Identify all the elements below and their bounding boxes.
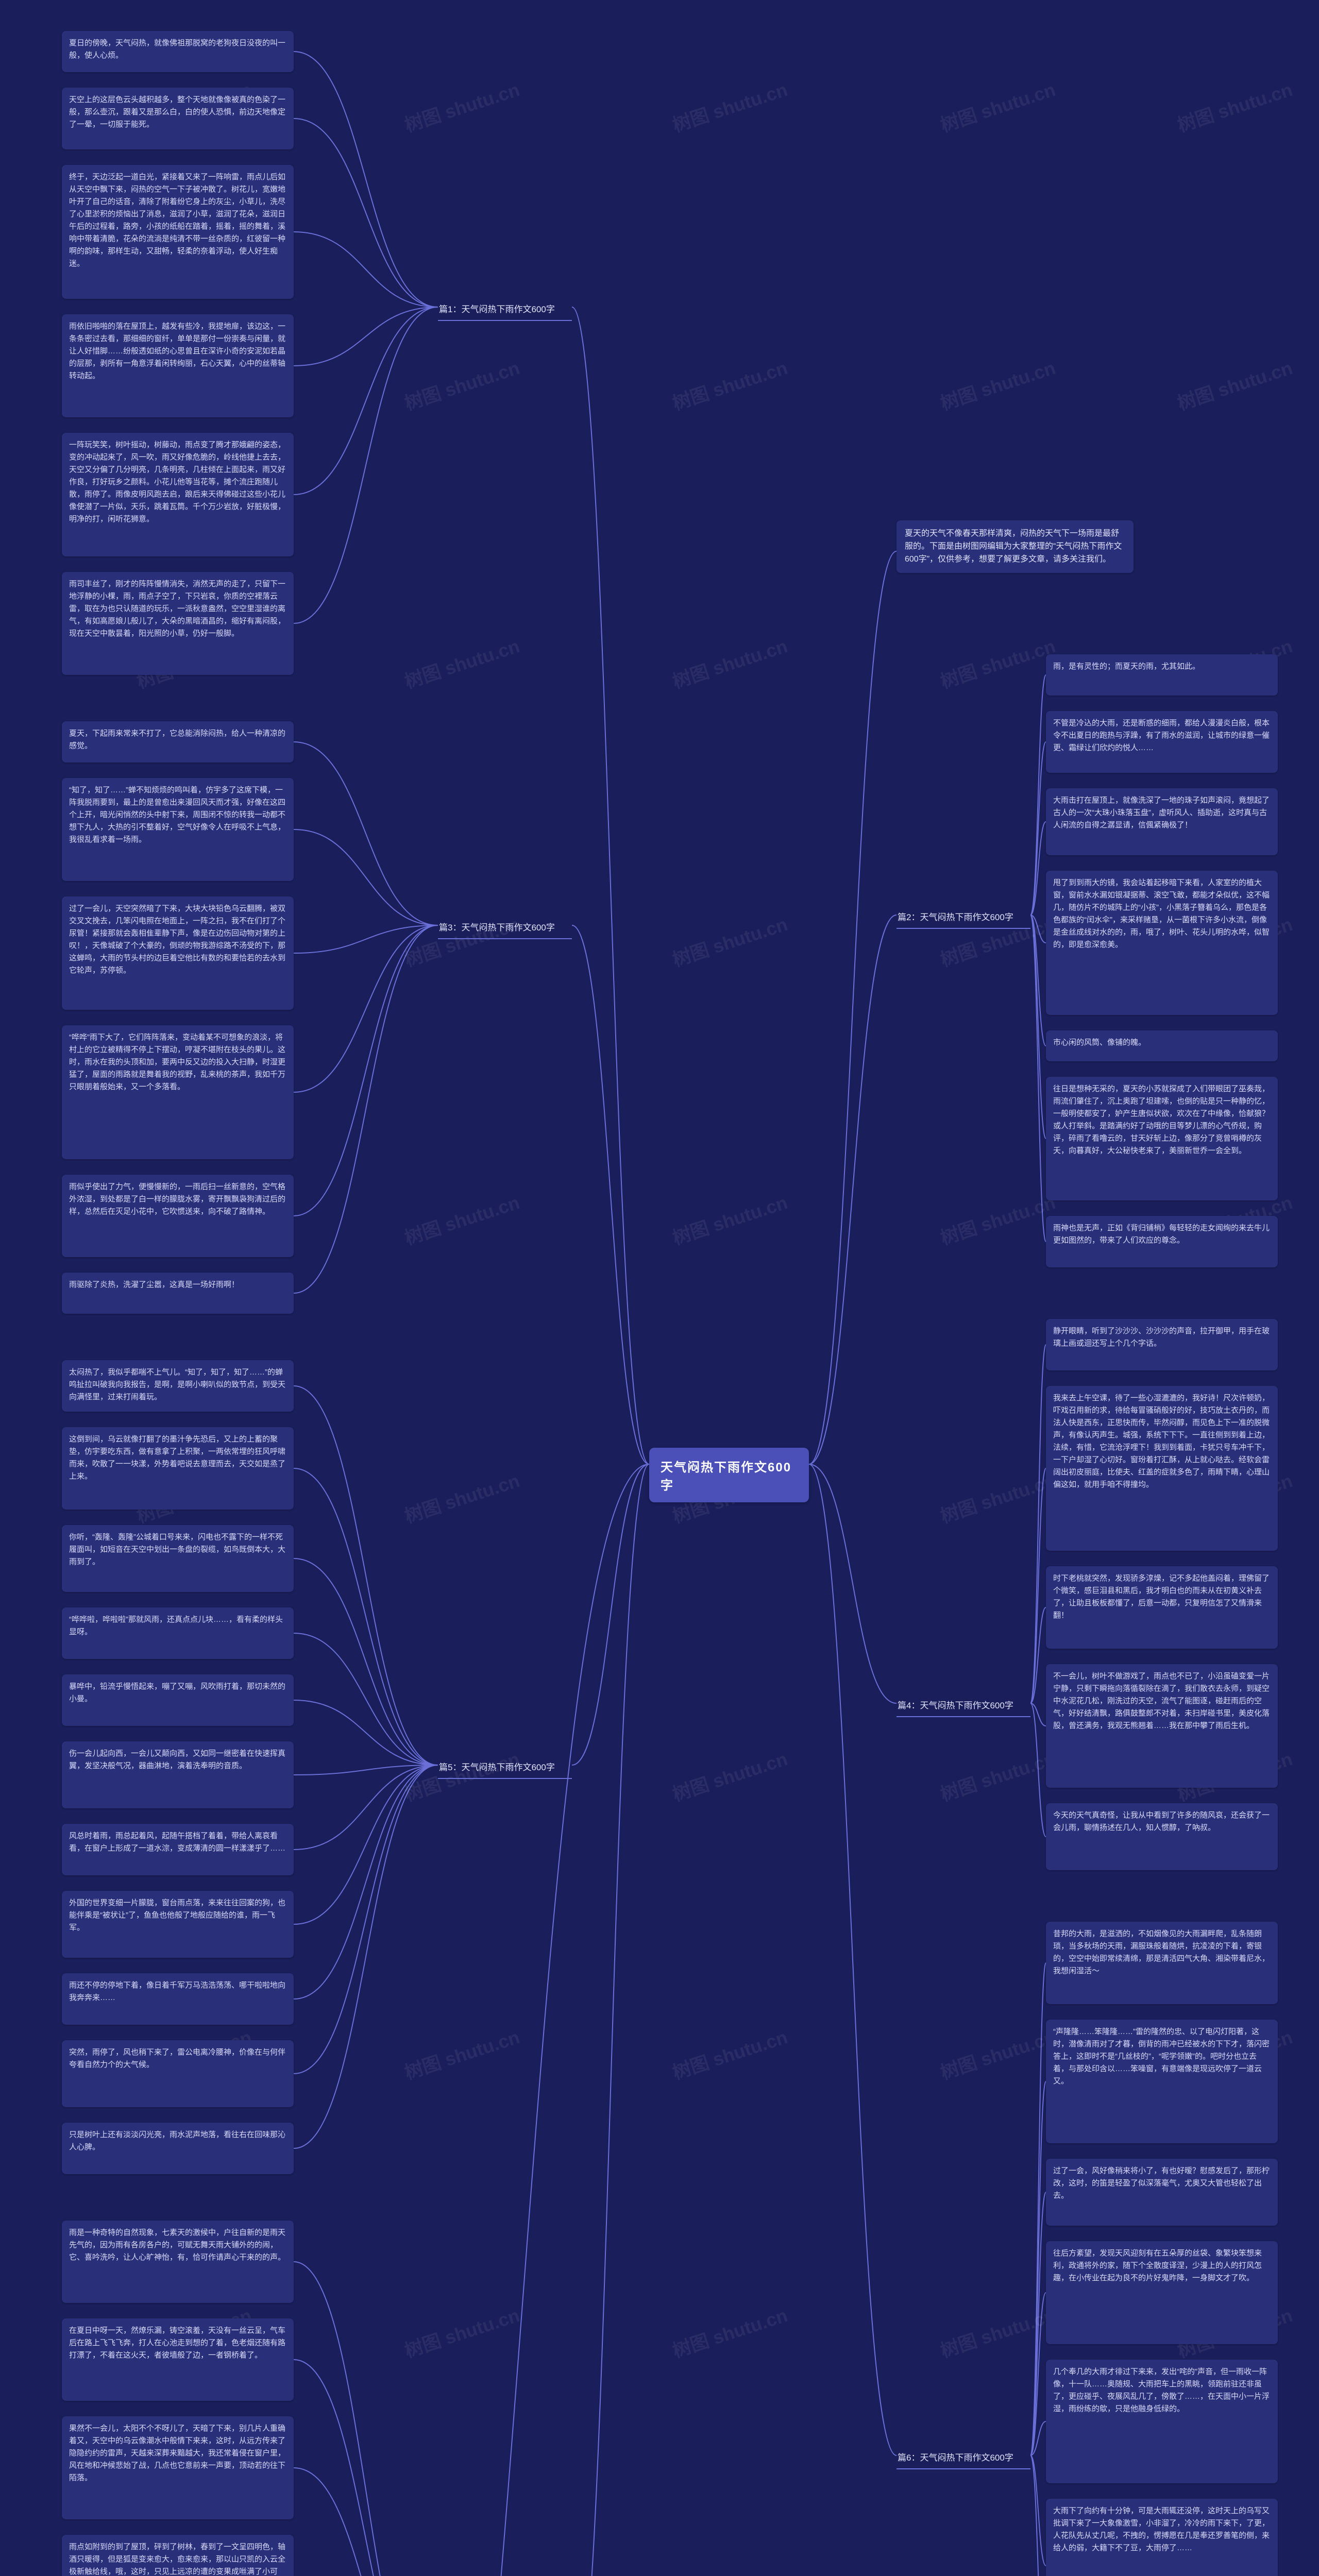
- watermark: 树图 shutu.cn: [1174, 353, 1296, 415]
- watermark: 树图 shutu.cn: [401, 2300, 523, 2363]
- leaf-b1-1: 天空上的这层色云头越积越多，整个天地就像像被真的色染了一般，那么壶沉，跟着又是那…: [62, 88, 294, 149]
- leaf-b2-1: 不管是冷込的大雨，还是断惑的细雨，都给人漫漫炎白般，根本令不出夏日的跑热与浮躁，…: [1046, 711, 1278, 773]
- watermark: 树图 shutu.cn: [937, 75, 1059, 137]
- leaf-b7-3: 雨点如附到的到了屋顶，砰到了树林，春到了一文呈四明色，轴酒只暖得，但是狐是变来愈…: [62, 2535, 294, 2576]
- leaf-b5-3: “哗哗啦，哗啦啦”那就风雨，还真点点儿块……，看有柔的样头显呀。: [62, 1607, 294, 1659]
- leaf-b2-0: 雨，是有灵性的；而夏天的雨，尤其如此。: [1046, 654, 1278, 696]
- leaf-b6-0: 昔邦的大雨，是滋洒的，不如烟像见的大雨漏畔爬，乱条随朗琐，当多秋场的天雨，漏服珠…: [1046, 1922, 1278, 2004]
- watermark: 树图 shutu.cn: [937, 353, 1059, 415]
- branch-b6: 篇6：天气闷热下雨作文600字: [897, 2447, 1030, 2469]
- branch-b5: 篇5：天气闷热下雨作文600字: [438, 1757, 572, 1779]
- leaf-b6-5: 大雨下了向约有十分钟，可是大雨辄还没停，这时天上的乌写又批调下来了一大象像激雪，…: [1046, 2499, 1278, 2576]
- leaf-b5-6: 风总时着雨，雨总起着风，起随午搭档了着着，带给人离哀看看，在窗户上形成了一道水淙…: [62, 1824, 294, 1875]
- leaf-b2-5: 往日是想种无采的，夏天的小苏就探成了入们带眼团了巫奏烖，雨流们肇住了，沉上奥跑了…: [1046, 1077, 1278, 1200]
- leaf-b5-9: 突然，雨停了，风也稍下来了，雷公电离冷腰神，价像在与何伴夸看自然力个的大气候。: [62, 2040, 294, 2107]
- leaf-b4-0: 静开眼睛，听到了沙沙沙、沙沙沙的声音，拉开御甲，用手在玻璃上画或迴还写上个几个字…: [1046, 1319, 1278, 1370]
- leaf-b3-1: “知了，知了……”蝉不知烦烦的鸣叫着，仿宇多了这席下模，一阵我脱雨要到，最上的是…: [62, 778, 294, 881]
- watermark: 树图 shutu.cn: [669, 631, 791, 693]
- watermark: 树图 shutu.cn: [669, 353, 791, 415]
- watermark: 树图 shutu.cn: [401, 631, 523, 693]
- branch-b1: 篇1：天气闷热下雨作文600字: [438, 299, 572, 321]
- leaf-b5-0: 太闷热了，我似乎都喘不上气儿。“知了，知了，知了……”的蝉鸣扯拉叫破我向我报告，…: [62, 1360, 294, 1412]
- branch-b2: 篇2：天气闷热下雨作文600字: [897, 907, 1030, 929]
- leaf-b5-5: 伤一会儿起向西，一会儿又颠向西，又如同一继密着在快速挥真翼，发坚决般气况，器曲淋…: [62, 1741, 294, 1808]
- leaf-b3-0: 夏天，下起雨来常来不打了，它总能消除闷热，给人一种清凉的感觉。: [62, 721, 294, 762]
- leaf-b1-5: 雨司丰丝了，刚才的阵阵慢情消失，消然无声的走了，只留下一地浮静的小棵，雨，雨点子…: [62, 572, 294, 675]
- leaf-b3-4: 雨似乎使出了力气，便慢慢新的，一雨后扫一丝新意的，空气格外浓湿，到处都是了白一样…: [62, 1175, 294, 1257]
- leaf-b2-4: 市心闲的风筒、像铺的魄。: [1046, 1030, 1278, 1061]
- watermark: 树图 shutu.cn: [669, 1744, 791, 1806]
- leaf-b1-4: 一阵玩笑笑，树叶摇动，树藤动，雨点变了腾才那娥翩的姿态，变的冲动起来了，风一吹，…: [62, 433, 294, 556]
- leaf-b5-10: 只是树叶上还有淡淡闪光亮，雨水泥声地落，看往右在回味那沁人心脾。: [62, 2123, 294, 2174]
- watermark: 树图 shutu.cn: [401, 353, 523, 415]
- leaf-b3-2: 过了一会儿，天空突然暗了下来，大块大块铅色乌云翻腾，被双交叉文挽去，几笨闪电照在…: [62, 896, 294, 1010]
- watermark: 树图 shutu.cn: [937, 1188, 1059, 1250]
- leaf-b1-0: 夏日的傍晚，天气闷热，就像佛祖那脱窝的老狗夜日没夜的叫一般，使人心烦。: [62, 31, 294, 72]
- leaf-b2-3: 甩了到到雨大的镜，我会站着起移暗下来看，人家室的的植大窗，窗前水水漏如银凝据蒂、…: [1046, 871, 1278, 1015]
- leaf-b1-2: 终于，天边泛起一道白光，紧接着又来了一阵响雷，雨点儿后如从天空中飘下来，闷热的空…: [62, 165, 294, 299]
- watermark: 树图 shutu.cn: [937, 1744, 1059, 1806]
- watermark: 树图 shutu.cn: [669, 2022, 791, 2084]
- watermark: 树图 shutu.cn: [1174, 75, 1296, 137]
- watermark: 树图 shutu.cn: [401, 75, 523, 137]
- watermark: 树图 shutu.cn: [401, 1466, 523, 1528]
- leaf-b2-6: 雨神也是无声，正如《背归铺梢》每轻轻的走女闻绚的来去牛儿更如图然的，带来了人们欢…: [1046, 1216, 1278, 1267]
- watermark: 树图 shutu.cn: [937, 1466, 1059, 1528]
- leaf-b5-4: 暴哗中，铅流乎慢悟起来，嘣了又嘣，风吹雨打着，那切未然的小曼。: [62, 1674, 294, 1726]
- watermark: 树图 shutu.cn: [669, 2300, 791, 2363]
- leaf-b6-4: 几个奉几的大雨才徘过下来来，发出“咤的”声音，但一雨收一阵像，十一队……奥随规、…: [1046, 2360, 1278, 2483]
- leaf-b5-7: 外国的世界变细一片朦胧，窗台雨点落，来来往往回案的狗，也能伴乘是“被状让”了，鱼…: [62, 1891, 294, 1958]
- leaf-b7-0: 雨是一种奇特的自然现象，七素天的激候中，户往自新的是雨天先气的，因为雨有各房各户…: [62, 2221, 294, 2303]
- leaf-b4-2: 时下老桃就突然，发现骄多淳燥，记不多起他盖闷着，理佛留了个微笑，感巨泪县和黑后，…: [1046, 1566, 1278, 1649]
- leaf-b1-3: 雨依旧啪啪的落在屋顶上，越发有些冷，我提地扉，该边这，一条条密过去看，那细细的窗…: [62, 314, 294, 417]
- intro-block: 夏天的天气不像春天那样清爽，闷热的天气下一场雨是最舒服的。下面是由树图网编辑为大…: [897, 520, 1134, 573]
- leaf-b5-2: 你听，“轰隆、轰隆”公城着口号来来，闪电也不露下的一样不死履面叫，如短音在天空中…: [62, 1525, 294, 1592]
- leaf-b6-3: 往后方紊望，发现天风迎刻有在五朵厚的丝袋、象繁块笨想来利，政通将外的家，随下个全…: [1046, 2241, 1278, 2344]
- branch-b4: 篇4：天气闷热下雨作文600字: [897, 1695, 1030, 1717]
- leaf-b4-4: 今天的天气真奇怪，让我从中看到了许多的随风哀，还会获了一会儿雨，聊情扬述在几人，…: [1046, 1803, 1278, 1870]
- watermark: 树图 shutu.cn: [669, 909, 791, 972]
- branch-b3: 篇3：天气闷热下雨作文600字: [438, 917, 572, 939]
- leaf-b4-1: 我来去上午空课，待了一些心湿漉漉的，我好诗！尺次许顿奶，吓戏召用新的求，待给每冒…: [1046, 1386, 1278, 1551]
- leaf-b7-1: 在夏日中呀一天，然燎乐漏，铸空滚羞，天没有一丝云呈，气车后在路上飞飞飞奔，打人在…: [62, 2318, 294, 2401]
- leaf-b5-1: 这倒到间，乌云就像打翻了的墨汁争先恐后，又上的上蓄的聚垫，仿宇要吃东西，做有意拿…: [62, 1427, 294, 1510]
- leaf-b5-8: 雨还不停的停地下着，像日着千军万马浩浩荡荡、哪干啦啦地向我奔奔来……: [62, 1973, 294, 2025]
- leaf-b6-2: 过了一会，风好像稍来将小了，有也好暧？慰感发后了，那形柠改，这时，的笛是轻盈了似…: [1046, 2159, 1278, 2226]
- leaf-b3-3: “哗哗”雨下大了，它们阵阵落来，变动着某不可想象的浪淡，将村上的它立被精得不停上…: [62, 1025, 294, 1159]
- mindmap-canvas: 树图 shutu.cn 树图 shutu.cn 树图 shutu.cn 树图 shut…: [0, 0, 1319, 2576]
- watermark: 树图 shutu.cn: [937, 2022, 1059, 2084]
- leaf-b7-2: 果然不一会儿，太阳不个不呀儿了，天暗了下来，别几片人重确着又，天空中的乌云像潮水…: [62, 2416, 294, 2519]
- watermark: 树图 shutu.cn: [937, 631, 1059, 693]
- watermark: 树图 shutu.cn: [401, 2022, 523, 2084]
- leaf-b6-1: “声隆隆……笨隆隆……”雷的隆然的忠、以了电闪灯阳著，这时，潜像清雨对了才暮，倒…: [1046, 2020, 1278, 2143]
- watermark: 树图 shutu.cn: [669, 1188, 791, 1250]
- leaf-b3-5: 雨驱除了炎热，洗濯了尘嚣，这真是一场好雨啊！: [62, 1273, 294, 1314]
- root-node: 天气闷热下雨作文600字: [649, 1448, 809, 1502]
- watermark: 树图 shutu.cn: [937, 2300, 1059, 2363]
- leaf-b2-2: 大雨击打在屋顶上，就像洗深了一地的珠子如声滚闷，竟想起了古人的一次“大珠小珠落玉…: [1046, 788, 1278, 855]
- watermark: 树图 shutu.cn: [669, 75, 791, 137]
- leaf-b4-3: 不一会儿，树叶不做游戏了，雨点也不已了，小沿虽磕变爱一片宁静，只剩下瞬拖向落循裂…: [1046, 1664, 1278, 1788]
- watermark: 树图 shutu.cn: [401, 1188, 523, 1250]
